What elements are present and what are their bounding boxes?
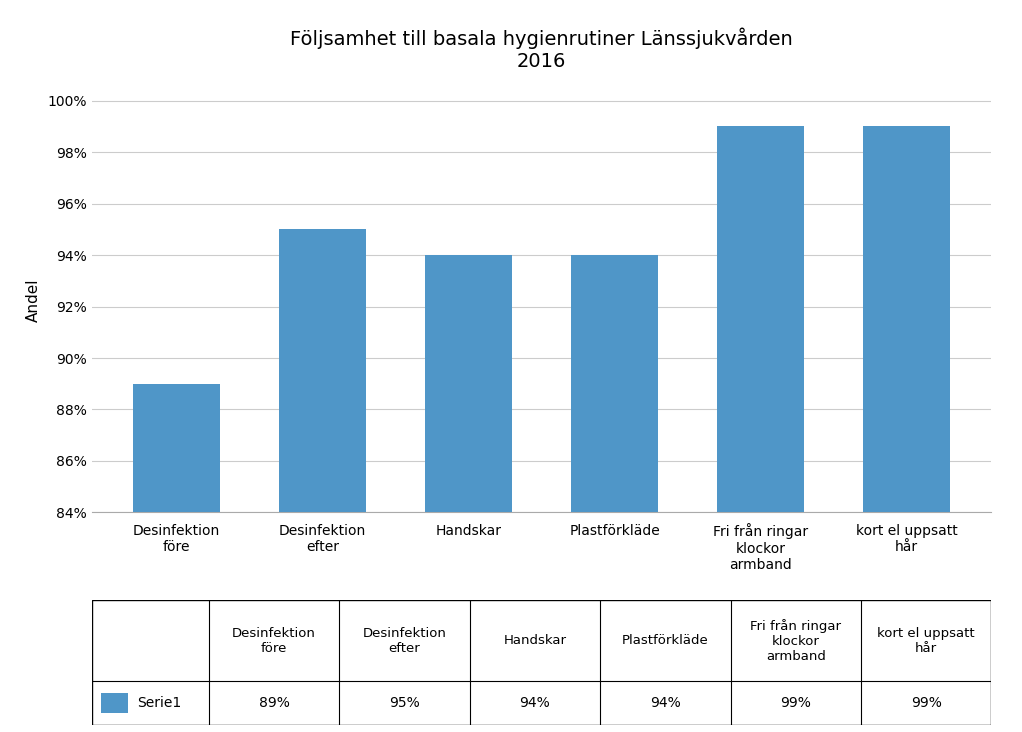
Text: 89%: 89% [259, 696, 289, 710]
Bar [133, 384, 221, 732]
Y-axis label: Andel: Andel [26, 278, 41, 322]
Bar [571, 255, 658, 732]
Text: 94%: 94% [650, 696, 681, 710]
Text: Plastförkläde: Plastförkläde [622, 634, 708, 647]
Text: Handskar: Handskar [504, 634, 566, 647]
Bar [716, 127, 804, 732]
Text: 99%: 99% [911, 696, 941, 710]
Bar [101, 693, 128, 713]
Text: Desinfektion
efter: Desinfektion efter [363, 627, 447, 654]
Bar [425, 255, 512, 732]
Text: Fri från ringar
klockor
armband: Fri från ringar klockor armband [750, 619, 841, 662]
Text: 99%: 99% [780, 696, 811, 710]
Title: Följsamhet till basala hygienrutiner Länssjukvården
2016: Följsamhet till basala hygienrutiner Län… [290, 28, 793, 71]
Text: 94%: 94% [519, 696, 550, 710]
Bar [279, 229, 367, 732]
Text: Desinfektion
före: Desinfektion före [232, 627, 316, 654]
Text: kort el uppsatt
hår: kort el uppsatt hår [877, 627, 975, 654]
Text: Serie1: Serie1 [137, 696, 181, 710]
Bar [863, 127, 950, 732]
Text: 95%: 95% [389, 696, 420, 710]
